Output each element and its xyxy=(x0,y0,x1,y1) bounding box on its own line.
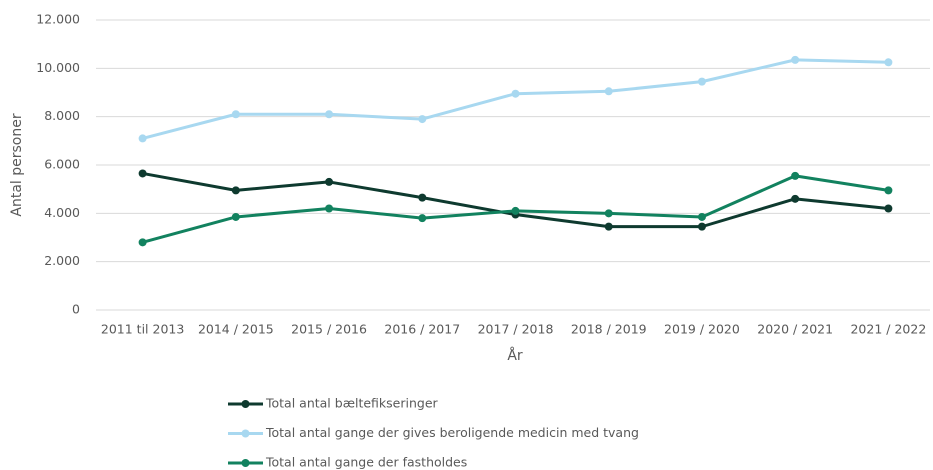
x-tick-label: 2021 / 2022 xyxy=(850,322,926,337)
marker xyxy=(231,212,240,221)
marker xyxy=(138,134,147,143)
marker xyxy=(697,222,706,231)
y-tick-label: 4.000 xyxy=(44,205,80,220)
y-tick-label: 10.000 xyxy=(36,60,80,75)
marker xyxy=(418,115,427,124)
legend-marker xyxy=(241,429,250,438)
marker xyxy=(138,238,147,247)
marker xyxy=(884,186,893,195)
marker xyxy=(791,171,800,180)
marker xyxy=(604,87,613,96)
legend-label: Total antal gange der gives beroligende … xyxy=(265,425,639,440)
marker xyxy=(791,55,800,64)
x-tick-label: 2016 / 2017 xyxy=(384,322,460,337)
x-tick-label: 2017 / 2018 xyxy=(478,322,554,337)
x-tick-label: 2011 til 2013 xyxy=(101,322,184,337)
y-tick-label: 2.000 xyxy=(44,253,80,268)
y-tick-label: 6.000 xyxy=(44,157,80,172)
legend-label: Total antal gange der fastholdes xyxy=(265,455,467,470)
marker xyxy=(138,169,147,178)
marker xyxy=(511,206,520,215)
y-tick-label: 0 xyxy=(72,302,80,317)
marker xyxy=(325,204,334,213)
x-tick-label: 2015 / 2016 xyxy=(291,322,367,337)
marker xyxy=(231,186,240,195)
y-axis-label: Antal personer xyxy=(9,113,25,216)
marker xyxy=(325,110,334,119)
marker xyxy=(231,110,240,119)
x-tick-label: 2018 / 2019 xyxy=(571,322,647,337)
marker xyxy=(604,222,613,231)
marker xyxy=(884,58,893,67)
legend-marker xyxy=(241,459,250,467)
marker xyxy=(791,194,800,203)
marker xyxy=(418,214,427,223)
series-line xyxy=(142,58,889,140)
y-tick-label: 8.000 xyxy=(44,108,80,123)
marker xyxy=(884,204,893,213)
marker xyxy=(325,177,334,186)
marker xyxy=(697,212,706,221)
legend-label: Total antal bæltefikseringer xyxy=(265,396,439,411)
marker xyxy=(604,209,613,218)
x-tick-label: 2020 / 2021 xyxy=(757,322,833,337)
y-tick-label: 12.000 xyxy=(36,12,80,27)
x-tick-label: 2014 / 2015 xyxy=(198,322,274,337)
marker xyxy=(418,193,427,202)
marker xyxy=(697,77,706,86)
legend-marker xyxy=(241,400,250,408)
x-tick-label: 2019 / 2020 xyxy=(664,322,740,337)
x-axis-label: År xyxy=(507,347,523,364)
series-line xyxy=(142,171,889,229)
marker xyxy=(511,89,520,98)
